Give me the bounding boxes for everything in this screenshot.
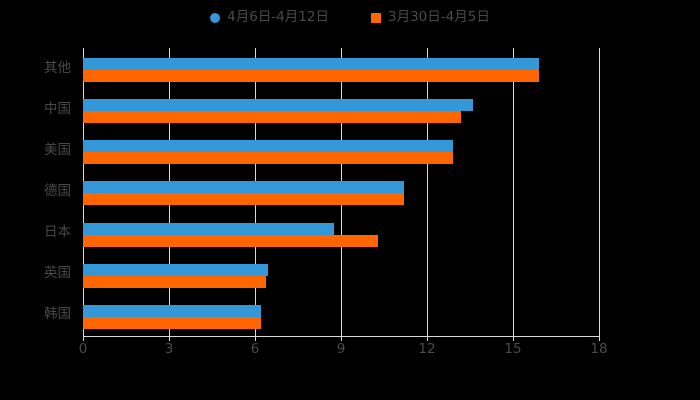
bar[interactable] bbox=[83, 234, 379, 247]
y-axis-tick-label: 韩国 bbox=[44, 306, 71, 323]
y-axis-tick-label: 中国 bbox=[44, 100, 71, 117]
bar[interactable] bbox=[83, 58, 539, 70]
y-axis-tick-label: 美国 bbox=[44, 141, 71, 158]
bar-group bbox=[83, 130, 599, 171]
x-axis-tick bbox=[255, 336, 256, 341]
x-axis-tick bbox=[341, 336, 342, 341]
x-axis-tick-label: 18 bbox=[590, 341, 608, 357]
x-axis-tick bbox=[599, 336, 600, 341]
gridline bbox=[513, 48, 514, 336]
bar-group bbox=[83, 48, 599, 89]
legend-label: 3月30日-4月5日 bbox=[388, 9, 490, 26]
y-axis-tick-label: 德国 bbox=[44, 183, 71, 199]
bar-group bbox=[83, 295, 599, 336]
x-axis-tick bbox=[169, 336, 170, 341]
bar-group bbox=[83, 89, 599, 130]
bar[interactable] bbox=[83, 70, 539, 82]
bar[interactable] bbox=[83, 181, 405, 194]
x-axis-tick-label: 3 bbox=[164, 341, 174, 357]
x-axis-tick bbox=[427, 336, 428, 341]
x-axis-tick-label: 15 bbox=[504, 341, 522, 357]
bar[interactable] bbox=[83, 111, 462, 124]
legend-label: 4月6日-4月12日 bbox=[227, 9, 329, 26]
bar-group bbox=[83, 171, 599, 212]
legend-entry[interactable]: 4月6日-4月12日 bbox=[210, 11, 329, 25]
x-axis-tick-label: 9 bbox=[336, 341, 346, 357]
y-axis-tick-label: 日本 bbox=[44, 224, 71, 241]
gridline bbox=[599, 48, 600, 336]
bar[interactable] bbox=[83, 152, 453, 165]
x-axis-tick bbox=[513, 336, 514, 341]
legend-marker-circle-icon bbox=[210, 13, 221, 23]
legend-entry[interactable]: 3月30日-4月5日 bbox=[371, 11, 490, 25]
bar-group bbox=[83, 254, 599, 295]
bar[interactable] bbox=[83, 275, 267, 288]
gridline bbox=[427, 48, 428, 336]
y-axis-tick-label: 其他 bbox=[44, 59, 71, 76]
bar[interactable] bbox=[83, 99, 473, 112]
bar[interactable] bbox=[83, 263, 268, 276]
bar[interactable] bbox=[83, 222, 334, 235]
legend-marker-square-icon bbox=[371, 13, 381, 23]
bar-group bbox=[83, 213, 599, 254]
x-axis-labels: 0 3 6 9 12 15 18 bbox=[0, 336, 700, 366]
y-axis-tick-label: 英国 bbox=[44, 265, 71, 282]
chart-legend: 4月6日-4月12日 3月30日-4月5日 bbox=[0, 8, 700, 28]
bar[interactable] bbox=[83, 316, 261, 329]
plot-area bbox=[83, 48, 600, 337]
bar[interactable] bbox=[83, 304, 261, 317]
bar[interactable] bbox=[83, 140, 453, 153]
bar[interactable] bbox=[83, 193, 405, 206]
x-axis-tick bbox=[83, 336, 84, 341]
x-axis-tick-label: 12 bbox=[418, 341, 436, 357]
x-axis-tick-label: 6 bbox=[250, 341, 260, 357]
x-axis-tick-label: 0 bbox=[78, 341, 88, 357]
